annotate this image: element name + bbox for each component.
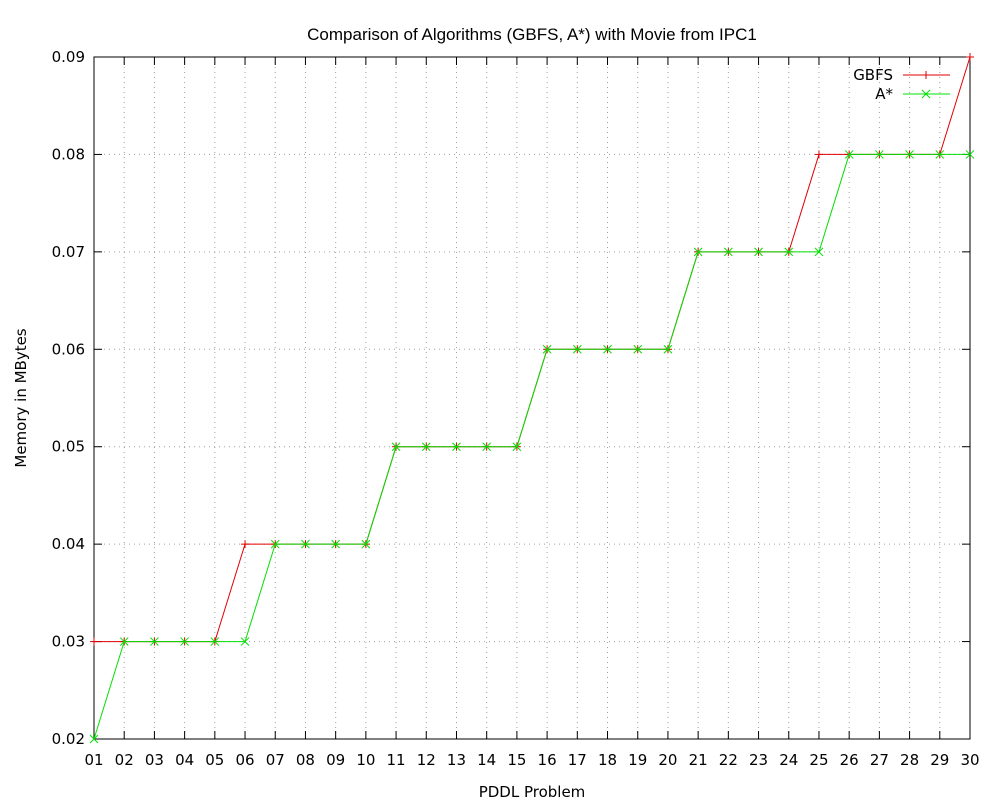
data-point <box>784 247 794 257</box>
data-point <box>814 150 823 159</box>
x-tick-label: 27 <box>870 751 889 769</box>
data-point <box>119 637 129 646</box>
data-point <box>482 442 492 452</box>
x-tick-label: 11 <box>387 751 406 769</box>
axis-ticks: 01 02 03 04 05 06 07 08 09 10 11 12 13 14 15 16 17 18 19 20… <box>52 48 980 769</box>
x-tick-label: 19 <box>628 751 647 769</box>
x-tick-label: 03 <box>145 751 164 769</box>
y-axis-label: Memory in MBytes <box>12 328 30 467</box>
data-point <box>180 637 189 646</box>
y-tick-label: 0.04 <box>52 535 85 553</box>
x-tick-label: 16 <box>538 751 557 769</box>
x-tick-label: 30 <box>960 751 979 769</box>
x-tick-label: 24 <box>779 751 798 769</box>
data-point <box>240 637 250 646</box>
y-tick-label: 0.02 <box>52 730 85 748</box>
x-tick-label: 21 <box>689 751 708 769</box>
plot-frame <box>93 56 971 740</box>
y-tick-label: 0.08 <box>52 145 85 163</box>
data-point <box>391 442 401 452</box>
x-tick-label: 10 <box>356 751 375 769</box>
data-point <box>905 150 914 159</box>
y-tick-label: 0.09 <box>52 48 85 66</box>
x-tick-label: 09 <box>326 751 345 769</box>
data-point <box>935 150 945 159</box>
x-tick-label: 28 <box>900 751 919 769</box>
x-tick-label: 12 <box>417 751 436 769</box>
data-point <box>421 442 431 452</box>
data-point <box>965 150 975 159</box>
data-point <box>210 637 220 646</box>
data-point <box>270 539 280 549</box>
x-tick-label: 04 <box>175 751 194 769</box>
series-lines <box>89 53 975 744</box>
data-point <box>663 344 673 354</box>
data-point <box>693 247 703 257</box>
data-point <box>331 539 341 549</box>
data-point <box>512 442 522 452</box>
x-tick-label: 05 <box>205 751 224 769</box>
data-point <box>241 540 250 549</box>
data-point <box>603 344 612 354</box>
data-point <box>150 637 159 646</box>
data-point <box>723 247 733 257</box>
x-tick-label: 17 <box>568 751 587 769</box>
data-point <box>633 344 643 354</box>
y-tick-label: 0.06 <box>52 340 85 358</box>
y-tick-label: 0.07 <box>52 243 85 261</box>
x-tick-label: 29 <box>930 751 949 769</box>
x-tick-label: 26 <box>840 751 859 769</box>
series-line <box>94 56 971 643</box>
series-astar <box>89 150 975 744</box>
data-point <box>844 150 854 159</box>
x-tick-label: 13 <box>447 751 466 769</box>
data-point <box>572 344 582 354</box>
series-gbfs <box>90 53 974 646</box>
x-tick-label: 15 <box>507 751 526 769</box>
x-tick-label: 06 <box>235 751 254 769</box>
data-point <box>361 539 371 549</box>
data-point <box>814 247 824 257</box>
x-tick-label: 02 <box>115 751 134 769</box>
x-tick-label: 22 <box>719 751 738 769</box>
x-tick-label: 23 <box>749 751 768 769</box>
data-point <box>301 539 310 549</box>
data-point <box>452 442 461 452</box>
x-tick-label: 14 <box>477 751 496 769</box>
legend-label: GBFS <box>853 66 893 84</box>
x-tick-label: 08 <box>296 751 315 769</box>
legend-marker <box>921 89 931 99</box>
series-line <box>93 153 970 740</box>
legend-marker <box>922 71 930 79</box>
data-point <box>542 344 552 354</box>
chart-title: Comparison of Algorithms (GBFS, A*) with… <box>307 25 757 44</box>
data-point <box>875 150 884 159</box>
x-tick-label: 20 <box>658 751 677 769</box>
x-tick-label: 07 <box>266 751 285 769</box>
x-tick-label: 25 <box>809 751 828 769</box>
data-point <box>754 247 763 257</box>
legend-label: A* <box>875 85 893 103</box>
x-tick-label: 01 <box>84 751 103 769</box>
x-axis-label: PDDL Problem <box>479 783 586 800</box>
data-point <box>966 53 974 61</box>
data-point <box>89 734 99 744</box>
y-tick-label: 0.03 <box>52 633 85 651</box>
data-point <box>90 637 98 646</box>
y-tick-label: 0.05 <box>52 438 85 456</box>
x-tick-label: 18 <box>598 751 617 769</box>
